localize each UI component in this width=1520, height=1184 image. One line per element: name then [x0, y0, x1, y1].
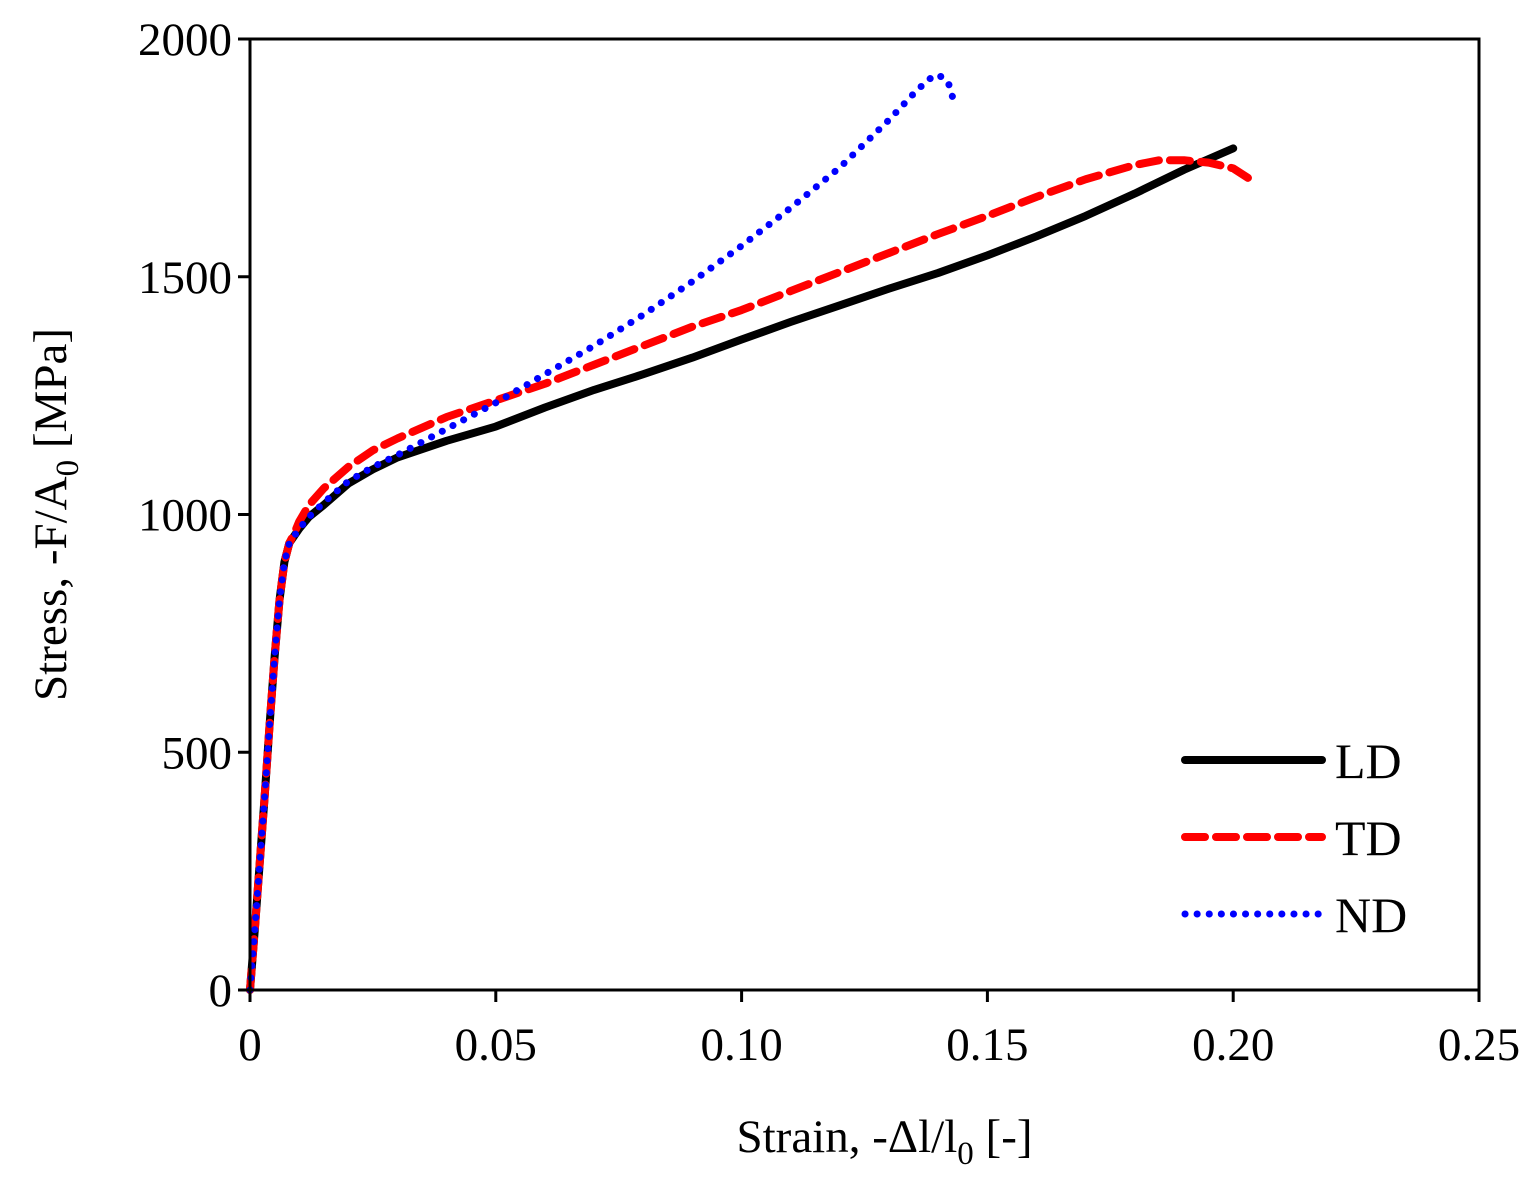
series-line-td: [246, 156, 1252, 994]
x-axis-title: Strain, -Δl/l0 [-]: [736, 1111, 1032, 1172]
plot-frame: [248, 37, 1481, 992]
x-tick-label: 0.15: [946, 1019, 1028, 1071]
y-tick-label: 2000: [138, 14, 232, 66]
series-line-nd: [246, 71, 957, 994]
y-tick-label: 0: [209, 965, 233, 1017]
x-tick-label: 0.20: [1192, 1019, 1274, 1071]
x-tick-label: 0: [238, 1019, 262, 1071]
y-tick-label: 500: [162, 727, 233, 779]
x-tick-label: 0.05: [455, 1019, 537, 1071]
y-axis-title: Stress, -F/A0 [MPa]: [25, 328, 86, 701]
series-line-ld: [246, 144, 1238, 994]
x-tick-label: 0.10: [700, 1019, 782, 1071]
y-tick-label: 1500: [138, 252, 232, 304]
legend-label-ld: LD: [1335, 733, 1402, 789]
x-tick-label: 0.25: [1438, 1019, 1520, 1071]
legend-label-nd: ND: [1335, 887, 1407, 943]
y-tick-label: 1000: [138, 490, 232, 542]
legend-label-td: TD: [1335, 810, 1402, 866]
